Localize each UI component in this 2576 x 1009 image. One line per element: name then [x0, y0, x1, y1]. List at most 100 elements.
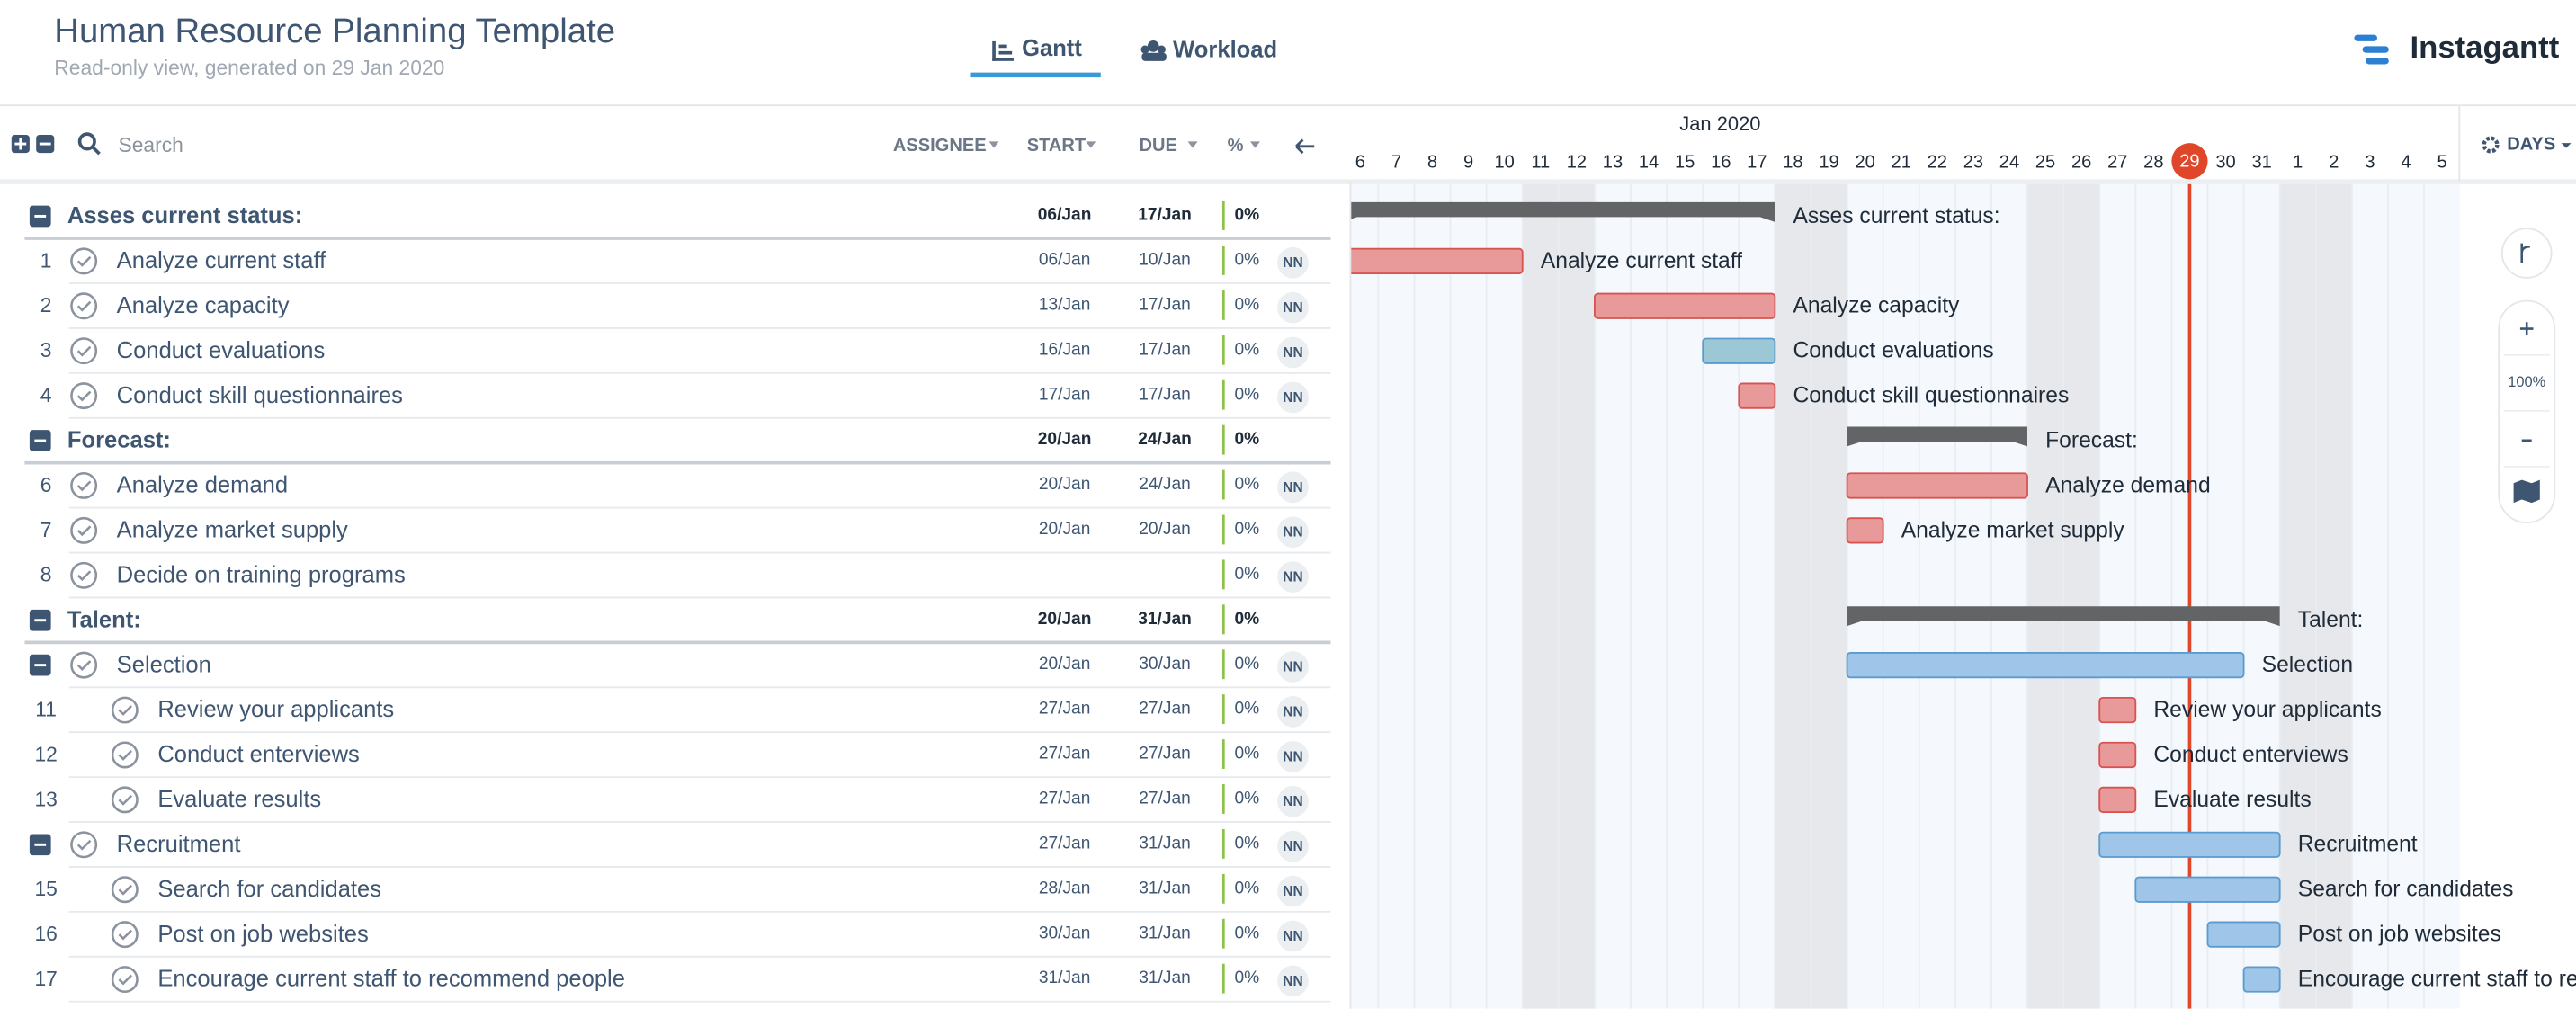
complete-checkbox[interactable]: [111, 921, 139, 949]
complete-checkbox[interactable]: [70, 561, 98, 589]
complete-checkbox[interactable]: [111, 741, 139, 769]
task-bar[interactable]: [1846, 517, 1884, 544]
icon: [76, 660, 92, 672]
expand-all[interactable]: [11, 135, 30, 154]
day-column: [1378, 181, 1415, 1009]
task-name: Review your applicants: [157, 697, 394, 722]
search-input[interactable]: Search: [119, 133, 183, 156]
start-date: 13/Jan: [1039, 295, 1091, 314]
weekend-column: [1558, 181, 1595, 1009]
icon: [2362, 46, 2389, 53]
start-date: 27/Jan: [1039, 790, 1091, 808]
icon: [76, 390, 92, 402]
task-bar[interactable]: [1594, 292, 1776, 319]
filter-icon: [988, 141, 999, 148]
day-label: 21: [1892, 152, 1911, 172]
weekend-column: [2063, 181, 2100, 1009]
icon: [76, 345, 92, 357]
percent-complete: 0%: [1234, 700, 1259, 719]
complete-checkbox[interactable]: [70, 516, 98, 544]
complete-checkbox[interactable]: [111, 966, 139, 994]
task-bar[interactable]: [2098, 786, 2137, 814]
chart-background: [1350, 181, 2461, 1009]
task-bar[interactable]: [2098, 741, 2137, 769]
summary-bar: [1847, 426, 2028, 447]
icon: [1147, 40, 1159, 52]
assignee-initials: NN: [1283, 884, 1302, 899]
row-number: 2: [40, 293, 52, 317]
day-column: [2099, 181, 2136, 1009]
zoom-in[interactable]: [2519, 322, 2534, 335]
task-bar[interactable]: [2134, 876, 2281, 903]
task-name: Conduct skill questionnaires: [117, 383, 403, 408]
task-bar[interactable]: [2098, 696, 2137, 724]
complete-checkbox[interactable]: [70, 337, 98, 365]
bar-label: Analyze demand: [2045, 473, 2211, 497]
icon: [76, 255, 92, 267]
complete-checkbox[interactable]: [70, 831, 98, 859]
collapse-panel[interactable]: [1295, 138, 1315, 155]
complete-checkbox[interactable]: [111, 876, 139, 904]
weekend-column: [1775, 181, 1811, 1009]
assignee-initials: NN: [1283, 974, 1302, 989]
task-bar[interactable]: [1738, 382, 1776, 409]
icon: [118, 750, 133, 761]
complete-checkbox[interactable]: [70, 471, 98, 499]
task-bar[interactable]: [2242, 966, 2281, 993]
due-date: 31/Jan: [1139, 924, 1191, 942]
assignee-initials: NN: [1283, 390, 1302, 406]
start-date: 20/Jan: [1039, 475, 1091, 494]
day-column: [1990, 181, 2028, 1009]
day-label: 10: [1495, 152, 1515, 172]
percent-complete: 0%: [1234, 745, 1259, 763]
due-date: 27/Jan: [1139, 700, 1191, 719]
gantt-tab[interactable]: Gantt: [970, 36, 1101, 78]
task-bar[interactable]: [1846, 652, 2245, 679]
tab-label: Workload: [1173, 38, 1277, 63]
progress-indicator: [1221, 469, 1225, 500]
workload-tab[interactable]: Workload: [1140, 38, 1278, 63]
task-bar[interactable]: [1342, 247, 1524, 274]
day-label: 27: [2107, 152, 2127, 172]
task-bar[interactable]: [1702, 337, 1776, 364]
complete-checkbox[interactable]: [70, 651, 98, 679]
start-date: 17/Jan: [1039, 385, 1091, 404]
task-bar[interactable]: [2098, 831, 2281, 858]
assignee-initials: NN: [1283, 839, 1302, 854]
complete-checkbox[interactable]: [111, 696, 139, 724]
start-date: 30/Jan: [1039, 924, 1091, 942]
complete-checkbox[interactable]: [70, 247, 98, 275]
day-label: 20: [1855, 152, 1874, 172]
icon: [14, 138, 27, 150]
bar-label: Conduct skill questionnaires: [1793, 384, 2069, 408]
search-icon[interactable]: [77, 132, 101, 156]
bar-label: Encourage current staff to recommend peo…: [2298, 967, 2576, 991]
icon: [118, 705, 133, 716]
branch-button[interactable]: [2500, 228, 2553, 279]
progress-indicator: [1221, 784, 1225, 814]
complete-checkbox[interactable]: [111, 786, 139, 814]
due-date: 24/Jan: [1139, 475, 1191, 494]
percent-complete: 0%: [1234, 206, 1259, 225]
complete-checkbox[interactable]: [70, 292, 98, 320]
complete-checkbox[interactable]: [70, 382, 98, 410]
collapse-all[interactable]: [36, 135, 55, 154]
day-column: [2424, 181, 2461, 1009]
scale-label[interactable]: DAYS: [2507, 134, 2555, 154]
assignee-avatar: [1277, 381, 1309, 414]
percent-complete: 0%: [1234, 834, 1259, 853]
assignee-avatar: [1277, 336, 1309, 369]
progress-indicator: [1221, 918, 1225, 949]
progress-indicator: [1221, 604, 1225, 635]
progress-indicator: [1221, 828, 1225, 859]
task-bar[interactable]: [2206, 921, 2281, 948]
day-label: 18: [1783, 152, 1802, 172]
map-button[interactable]: [2513, 479, 2540, 504]
day-column: [1450, 181, 1487, 1009]
task-name: Analyze current staff: [117, 248, 326, 273]
task-bar[interactable]: [1846, 472, 2028, 499]
day-column: [1414, 181, 1451, 1009]
day-label: 7: [1391, 152, 1401, 172]
day-column: [1486, 181, 1523, 1009]
start-date: 16/Jan: [1039, 340, 1091, 359]
